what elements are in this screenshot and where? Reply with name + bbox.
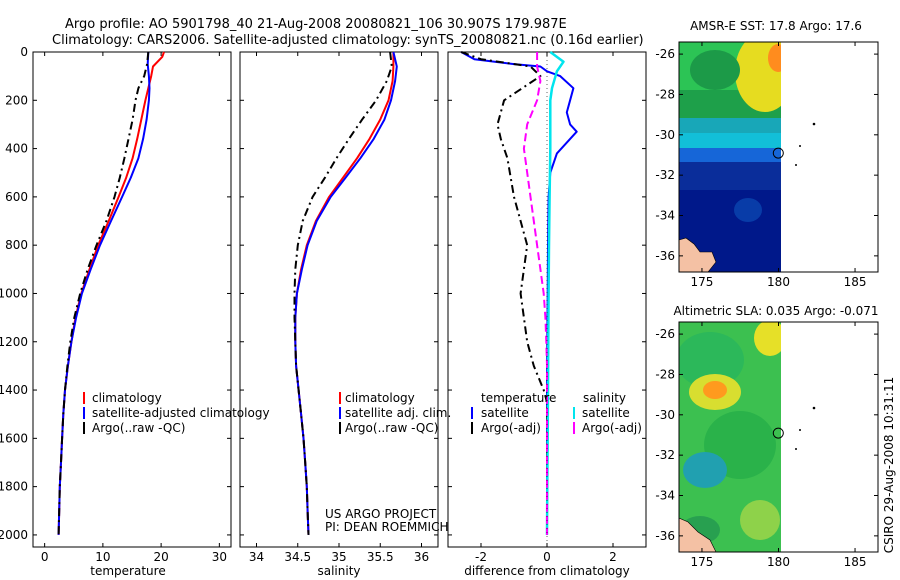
temperature-xlabel: temperature [90, 564, 165, 578]
depth-tick-label: 1600 [0, 431, 28, 445]
map-x-tick-label: 175 [691, 555, 714, 569]
map-y-tick-label: -32 [655, 448, 675, 462]
sla-map-title: Altimetric SLA: 0.035 Argo: -0.071 [673, 304, 878, 318]
csiro-stamp: CSIRO 29-Aug-2008 10:31:11 [882, 377, 896, 553]
map-y-tick-label: -26 [655, 47, 675, 61]
x-tick-label: 34.5 [284, 550, 311, 564]
x-tick-label: 35 [331, 550, 346, 564]
map-y-tick-label: -36 [655, 249, 675, 263]
map-y-tick-label: -30 [655, 408, 675, 422]
series-line-1-argo [293, 51, 393, 535]
salinity-ticks: 34 34.5 35 35.5 36 [240, 51, 438, 564]
island-markers [795, 122, 816, 166]
map-y-tick-label: -32 [655, 168, 675, 182]
island-markers [795, 406, 816, 450]
x-tick-label: 36 [414, 550, 429, 564]
x-tick-label: 0 [41, 550, 49, 564]
x-tick-label: 0 [543, 550, 551, 564]
series-line-1-satellite [294, 51, 398, 535]
sst-profile-location-marker [772, 147, 784, 159]
map-y-tick-label: -30 [655, 128, 675, 142]
sst-heatmap [679, 42, 781, 272]
salinity-series [293, 51, 398, 535]
temperature-legend: climatology satellite-adjusted climatolo… [83, 391, 270, 435]
map-y-tick-label: -28 [655, 367, 675, 381]
x-tick-label: -2 [475, 550, 487, 564]
series-line-2-sal_argo [522, 52, 548, 535]
legend-label-sal-argo: Argo(-adj) [582, 421, 642, 435]
series-line-0-climatology [57, 51, 165, 535]
series-line-2-argo [460, 51, 548, 535]
difference-series [460, 50, 578, 547]
x-tick-label: 35.5 [367, 550, 394, 564]
depth-tick-label: 1200 [0, 335, 28, 349]
legend-label-satellite-adjusted: satellite-adjusted climatology [92, 406, 270, 420]
x-tick-label: 10 [95, 550, 110, 564]
legend-label-temp-argo: Argo(-adj) [481, 421, 541, 435]
difference-legend: temperature salinity satellite Argo(-adj… [471, 391, 642, 435]
difference-xlabel: difference from climatology [464, 564, 630, 578]
legend-label-sal-satellite: satellite [582, 406, 630, 420]
series-line-0-argo [57, 51, 150, 535]
legend-label-argo: Argo(..raw -QC) [345, 421, 438, 435]
depth-tick-label: 800 [5, 238, 28, 252]
map-y-tick-label: -26 [655, 327, 675, 341]
depth-tick-label: 400 [5, 142, 28, 156]
map-x-tick-label: 180 [767, 275, 790, 289]
legend-label-satellite-adj: satellite adj. clim. [345, 406, 451, 420]
depth-tick-label: 200 [5, 93, 28, 107]
header-line-1: Argo profile: AO 5901798_40 21-Aug-2008 … [65, 17, 567, 32]
x-tick-label: 30 [212, 550, 227, 564]
sst-map-ticks: 175 180 185 -26 -28 -30 -32 -34 -36 [655, 42, 878, 289]
salinity-axes-frame [239, 51, 439, 548]
series-line-2-sal_satellite [545, 50, 565, 535]
salinity-panel: 34 34.5 35 35.5 36 salinity climatology sate… [239, 51, 451, 578]
depth-tick-label: 600 [5, 190, 28, 204]
legend-label-temp-satellite: satellite [481, 406, 529, 420]
sla-profile-location-marker [772, 427, 784, 439]
series-line-2-satellite [460, 51, 578, 535]
depth-tick-label: 2000 [0, 528, 28, 542]
map-y-tick-label: -34 [655, 489, 675, 503]
legend-label-argo: Argo(..raw -QC) [92, 421, 185, 435]
depth-tick-label: 1800 [0, 480, 28, 494]
sla-map-panel: Altimetric SLA: 0.035 Argo: -0.071 175 18… [655, 304, 878, 569]
depth-tick-label: 1400 [0, 383, 28, 397]
series-line-1-climatology [294, 52, 395, 535]
legend-heading-temperature: temperature [481, 391, 556, 405]
map-y-tick-label: -28 [655, 87, 675, 101]
sla-heatmap [679, 322, 781, 552]
sst-map-title: AMSR-E SST: 17.8 Argo: 17.6 [690, 19, 862, 33]
map-x-tick-label: 175 [691, 275, 714, 289]
x-tick-label: 20 [153, 550, 168, 564]
map-x-tick-label: 185 [844, 275, 867, 289]
temperature-panel: 0 10 20 30 temperature climatology satellit… [32, 51, 270, 578]
x-tick-label: 2 [609, 550, 617, 564]
temperature-axes-frame [32, 51, 232, 548]
pi-label: PI: DEAN ROEMMICH [325, 520, 448, 534]
sst-map-panel: AMSR-E SST: 17.8 Argo: 17.6 175 180 185 -26… [655, 19, 879, 289]
depth-axis: 0 200 400 600 800 1000 1200 1400 1600 1800 2000 [0, 45, 28, 542]
difference-panel: -2 0 2 difference from climatology tempera… [447, 50, 647, 578]
depth-tick-label: 0 [20, 45, 28, 59]
salinity-legend: climatology satellite adj. clim. Argo(..… [339, 391, 451, 435]
x-tick-label: 34 [249, 550, 264, 564]
series-line-0-satellite [57, 51, 151, 535]
sla-map-ticks: 175 180 185 -26 -28 -30 -32 -34 -36 [655, 322, 878, 569]
temperature-series [57, 51, 165, 535]
salinity-xlabel: salinity [317, 564, 360, 578]
difference-ticks: -2 0 2 [448, 51, 646, 564]
legend-label-climatology: climatology [92, 391, 162, 405]
temperature-ticks: 0 10 20 30 [33, 51, 231, 564]
map-x-tick-label: 180 [767, 555, 790, 569]
project-label: US ARGO PROJECT [325, 507, 437, 521]
depth-tick-label: 1000 [0, 286, 28, 300]
map-y-tick-label: -36 [655, 529, 675, 543]
legend-label-climatology: climatology [345, 391, 415, 405]
map-x-tick-label: 185 [844, 555, 867, 569]
header-line-2: Climatology: CARS2006. Satellite-adjuste… [52, 33, 644, 48]
legend-heading-salinity: salinity [583, 391, 626, 405]
map-y-tick-label: -34 [655, 209, 675, 223]
